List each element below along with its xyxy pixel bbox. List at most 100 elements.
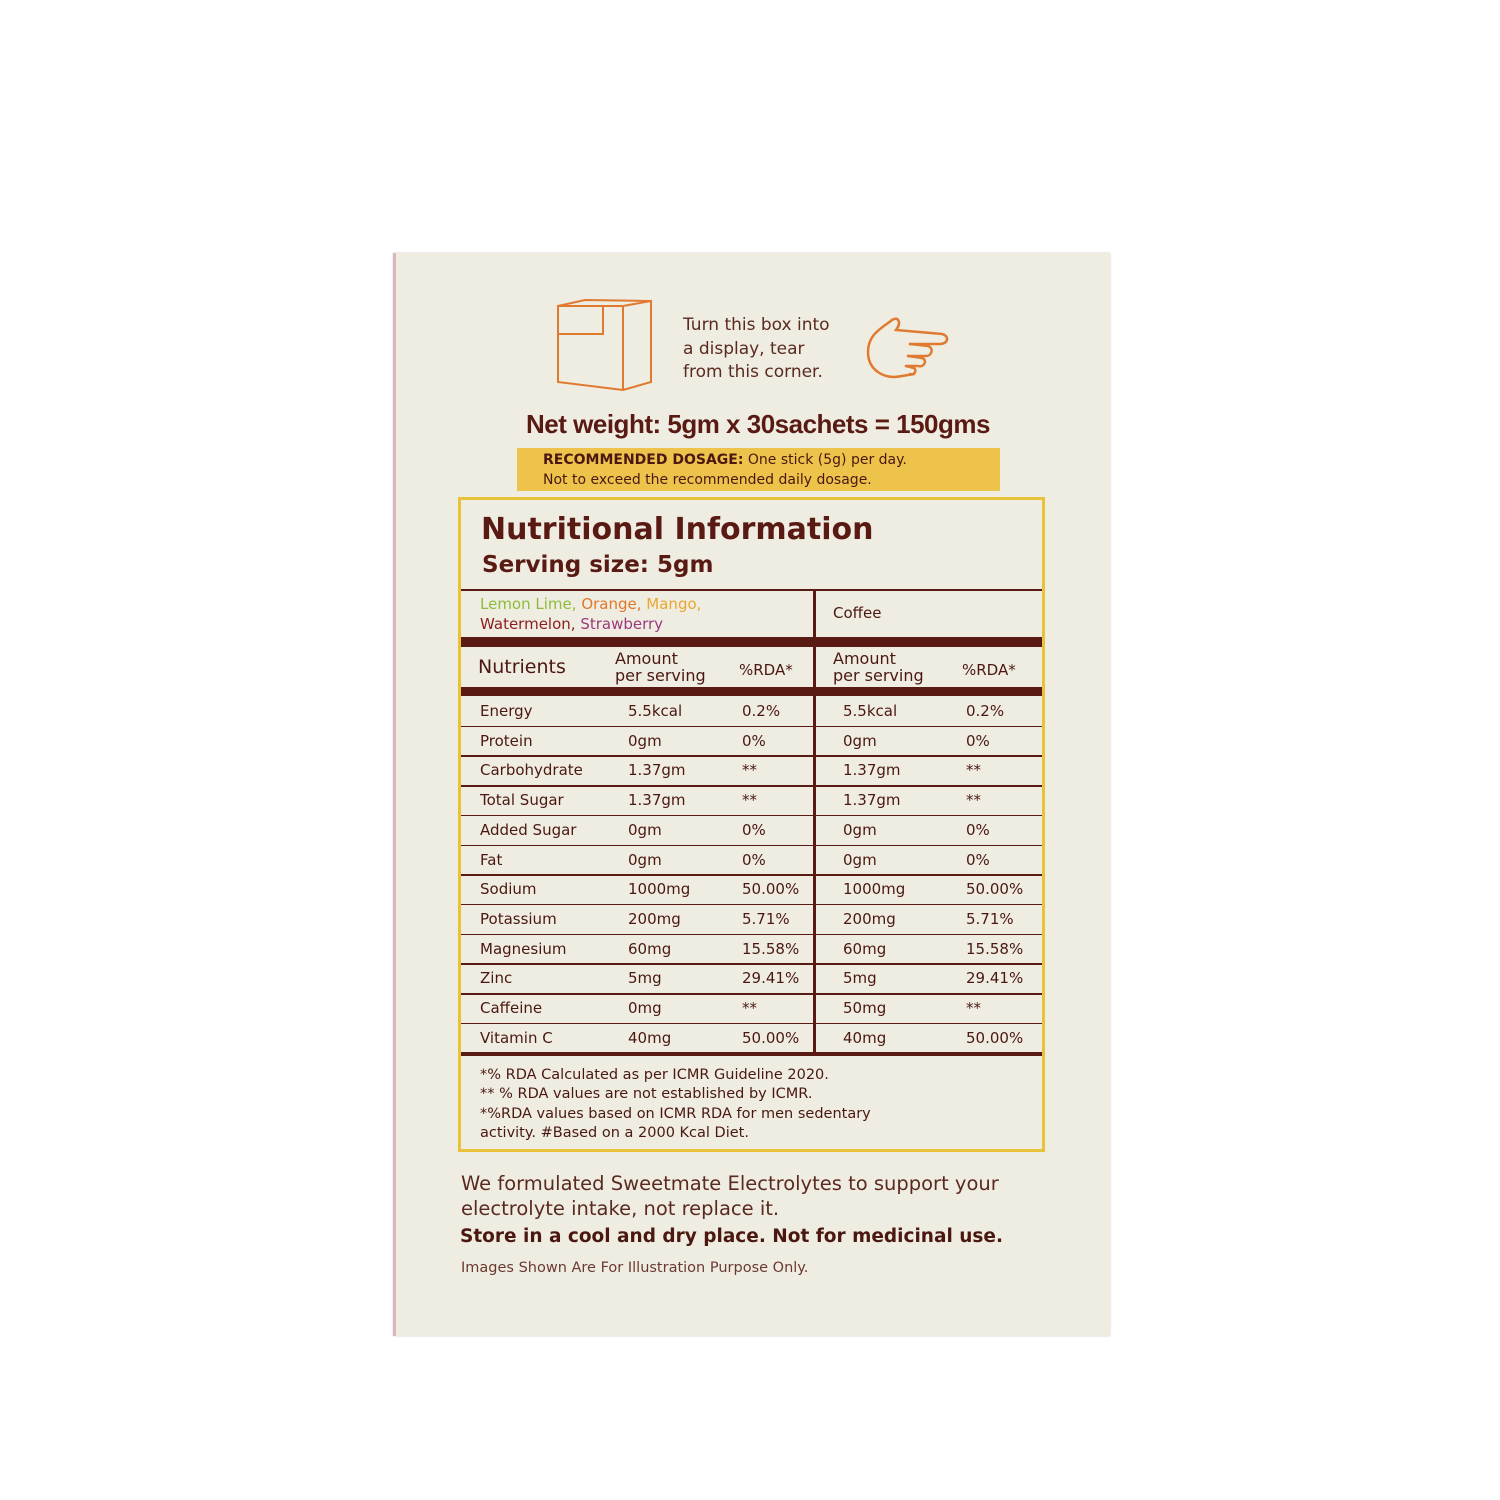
header-rda-1: %RDA* — [739, 661, 793, 679]
storage-instruction: Store in a cool and dry place. Not for m… — [460, 1226, 1003, 1247]
tear-instruction: Turn this box into a display, tear from … — [683, 314, 830, 385]
row-divider — [461, 1022, 1042, 1025]
dosage-line-2: Not to exceed the recommended daily dosa… — [543, 472, 872, 488]
coffee-rda-value: 0% — [966, 820, 990, 839]
row-divider — [461, 874, 1042, 876]
recommended-dosage: RECOMMENDED DOSAGE: One stick (5g) per d… — [517, 448, 1000, 491]
statement-line: electrolyte intake, not replace it. — [461, 1197, 780, 1220]
rda-value: 0% — [742, 850, 766, 869]
column-divider — [813, 589, 816, 1054]
coffee-rda-value: 0% — [966, 850, 990, 869]
row-divider — [461, 844, 1042, 846]
flavour-name: Orange, — [581, 595, 642, 613]
amount-value: 1000mg — [628, 880, 691, 899]
nutrient-name: Energy — [480, 702, 533, 720]
header-amount-line: per serving — [615, 666, 706, 685]
coffee-amount-value: 1000mg — [843, 880, 906, 899]
serving-size: Serving size: 5gm — [482, 552, 714, 578]
rda-value: 0.2% — [742, 702, 781, 720]
coffee-rda-value: 50.00% — [966, 880, 1024, 899]
coffee-amount-value: 1.37gm — [843, 791, 901, 810]
rda-value: 29.41% — [742, 969, 800, 988]
row-divider — [461, 755, 1042, 757]
nutrient-name: Fat — [480, 850, 503, 869]
footnotes: *% RDA Calculated as per ICMR Guideline … — [480, 1066, 871, 1143]
coffee-amount-value: 5mg — [843, 969, 877, 988]
nutrient-name: Added Sugar — [480, 820, 577, 839]
header-bar-top — [461, 637, 1042, 647]
rda-value: 0% — [742, 820, 766, 839]
row-divider — [461, 993, 1042, 995]
row-divider — [461, 933, 1042, 936]
coffee-rda-value: 50.00% — [966, 1028, 1024, 1047]
coffee-rda-value: 0% — [966, 731, 990, 750]
coffee-amount-value: 60mg — [843, 939, 887, 958]
rda-value: 50.00% — [742, 1028, 800, 1047]
dosage-label: RECOMMENDED DOSAGE: — [543, 452, 744, 468]
rda-value: ** — [742, 761, 757, 780]
amount-value: 0gm — [628, 850, 662, 869]
coffee-rda-value: ** — [966, 999, 981, 1017]
coffee-amount-value: 0gm — [843, 850, 877, 869]
amount-value: 5.5kcal — [628, 702, 683, 720]
amount-value: 60mg — [628, 939, 672, 958]
amount-value: 0gm — [628, 731, 662, 750]
flavour-name: Strawberry — [580, 615, 664, 633]
coffee-amount-value: 50mg — [843, 999, 887, 1017]
header-amount-line: Amount — [615, 649, 678, 668]
header-amount-1: Amount per serving — [615, 650, 706, 684]
coffee-amount-value: 200mg — [843, 909, 896, 928]
display-box-icon — [557, 298, 652, 392]
net-weight: Net weight: 5gm x 30sachets = 150gms — [526, 409, 990, 439]
nutrient-name: Sodium — [480, 880, 537, 899]
nutrition-table-frame — [458, 497, 1045, 1152]
coffee-amount-value: 0gm — [843, 820, 877, 839]
tear-line-1: Turn this box into — [683, 315, 830, 335]
rda-value: ** — [742, 999, 757, 1017]
nutrient-name: Zinc — [480, 969, 513, 988]
row-divider — [461, 963, 1042, 965]
coffee-amount-value: 5.5kcal — [843, 702, 898, 720]
rda-value: 15.58% — [742, 939, 800, 958]
product-box-back — [393, 253, 1110, 1336]
tear-line-2: a display, tear — [683, 338, 805, 359]
nutrient-name: Vitamin C — [480, 1028, 553, 1047]
amount-value: 0gm — [628, 820, 662, 839]
footnote: activity. #Based on a 2000 Kcal Diet. — [480, 1124, 749, 1141]
nutrient-name: Caffeine — [480, 999, 543, 1017]
footnote: *% RDA Calculated as per ICMR Guideline … — [480, 1067, 829, 1083]
nutrient-name: Magnesium — [480, 939, 567, 958]
flavour-list: Lemon Lime, Orange, Mango, Watermelon, S… — [480, 594, 780, 634]
coffee-label: Coffee — [833, 604, 882, 622]
coffee-rda-value: 29.41% — [966, 969, 1024, 988]
footnote: *%RDA values based on ICMR RDA for men s… — [480, 1105, 871, 1122]
pointing-hand-icon — [866, 317, 949, 379]
header-amount-2: Amount per serving — [833, 650, 924, 684]
coffee-amount-value: 0gm — [843, 731, 877, 750]
amount-value: 0mg — [628, 999, 662, 1017]
amount-value: 1.37gm — [628, 761, 686, 780]
nutrition-title: Nutritional Information — [481, 512, 874, 547]
coffee-rda-value: ** — [966, 791, 981, 810]
coffee-rda-value: ** — [966, 761, 981, 780]
header-amount-line: Amount — [833, 649, 896, 668]
row-divider — [461, 814, 1042, 817]
tear-line-3: from this corner. — [683, 362, 823, 382]
coffee-rda-value: 5.71% — [966, 909, 1014, 928]
nutrient-name: Potassium — [480, 909, 557, 928]
dosage-line-1: One stick (5g) per day. — [747, 452, 907, 468]
nutrient-name: Protein — [480, 731, 533, 750]
statement-line: We formulated Sweetmate Electrolytes to … — [461, 1172, 999, 1195]
amount-value: 40mg — [628, 1028, 672, 1047]
rda-value: 50.00% — [742, 880, 800, 899]
nutrient-name: Total Sugar — [480, 791, 564, 810]
amount-value: 5mg — [628, 969, 662, 988]
coffee-amount-value: 1.37gm — [843, 761, 901, 780]
amount-value: 1.37gm — [628, 791, 686, 810]
illustration-disclaimer: Images Shown Are For Illustration Purpos… — [461, 1260, 809, 1276]
rda-value: ** — [742, 791, 757, 810]
coffee-rda-value: 0.2% — [966, 702, 1005, 720]
header-rda-2: %RDA* — [962, 661, 1016, 679]
amount-value: 200mg — [628, 909, 681, 928]
coffee-amount-value: 40mg — [843, 1028, 887, 1047]
